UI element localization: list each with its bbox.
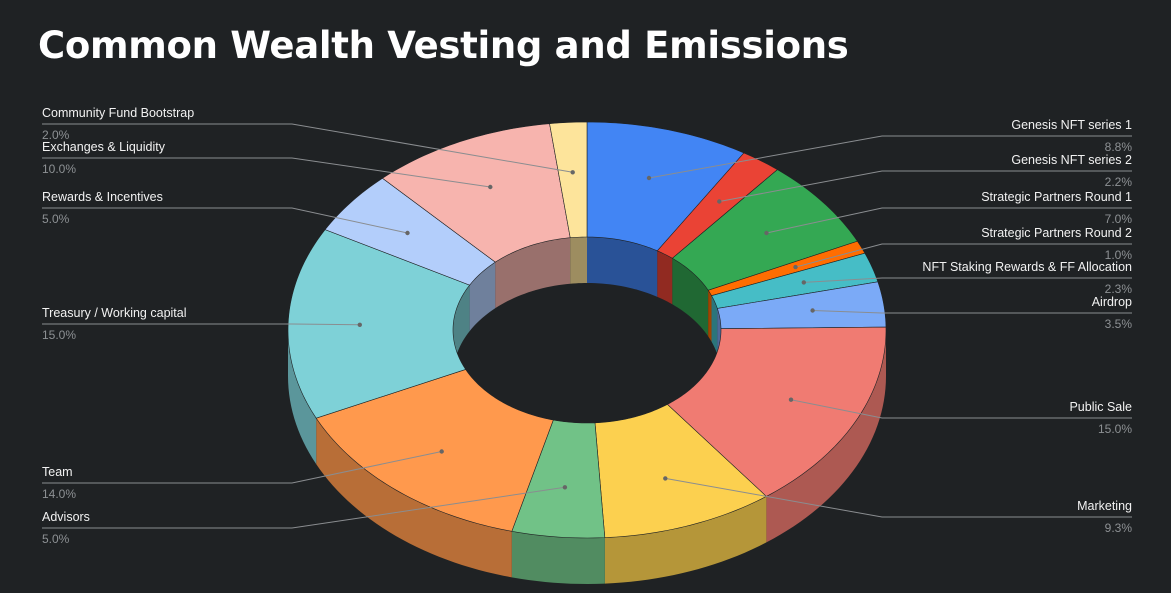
slice-label: Treasury / Working capital [42,306,187,320]
chart-title: Common Wealth Vesting and Emissions [38,24,849,67]
label-group-3: Strategic Partners Round 2 1.0% [793,226,1133,270]
inner-wall-3-0 [708,290,712,342]
leader-line [719,170,1132,202]
inner-wall-11-1 [469,262,496,332]
inner-wall-2-0 [672,258,709,337]
leader-line [42,451,442,484]
slice-label: Community Fund Bootstrap [42,106,194,120]
inner-wall-12-1 [495,237,571,309]
label-group-6: Public Sale 15.0% [788,397,1132,436]
leader-dot [405,230,410,236]
label-group-12: Exchanges & Liquidity 10.0% [42,140,493,190]
side-wall-9 [316,418,512,578]
slice-percent: 14.0% [42,487,76,501]
inner-wall-1-0 [657,250,673,305]
slice-percent: 7.0% [1105,212,1133,226]
leader-dot [788,397,794,402]
slice-label: Airdrop [1092,295,1132,309]
inner-wall-13-1 [570,237,587,284]
leader-line [812,310,1132,314]
slice-label: Exchanges & Liquidity [42,140,166,154]
leader-line [790,399,1132,419]
slice-percent: 5.0% [42,212,70,226]
leader-dot [439,449,444,454]
leader-line [42,207,408,234]
leader-dot [764,230,769,236]
leader-dot [663,476,668,481]
slice-label: Strategic Partners Round 2 [981,226,1132,240]
side-wall-6 [766,330,886,543]
slice-percent: 2.2% [1105,175,1133,189]
label-group-13: Community Fund Bootstrap 2.0% [42,106,575,175]
slice-label: Public Sale [1069,400,1132,414]
slice-percent: 10.0% [42,162,76,176]
leader-dot [717,199,722,204]
leader-dot [570,170,575,175]
label-group-10: Treasury / Working capital 15.0% [42,306,362,342]
label-group-9: Team 14.0% [42,449,444,501]
slice-label: Team [42,465,73,479]
donut-top-faces [287,121,887,539]
leader-dot [810,308,815,313]
leader-line [42,486,565,529]
side-wall-10 [288,330,317,465]
leader-dot [646,175,652,181]
slice-label: Marketing [1077,499,1132,513]
donut-side-walls [288,330,886,584]
leader-dot [801,280,806,285]
inner-wall-4-0 [711,295,718,355]
slice-labels: Genesis NFT series 1 8.8%Genesis NFT seri… [42,106,1132,546]
leader-line [766,207,1132,234]
slice-percent: 1.0% [1105,248,1133,262]
slice-percent: 3.5% [1105,317,1133,331]
slice-label: Genesis NFT series 1 [1011,118,1132,132]
slice-label: Strategic Partners Round 1 [981,190,1132,204]
slice-community-fund-bootstrap [549,121,588,239]
leader-line [42,123,573,173]
slice-percent: 2.3% [1105,282,1133,296]
slice-percent: 15.0% [1098,422,1132,436]
slice-percent: 8.8% [1105,140,1133,154]
label-group-11: Rewards & Incentives 5.0% [42,190,410,236]
label-group-7: Marketing 9.3% [663,476,1132,535]
slice-label: Rewards & Incentives [42,190,163,204]
slice-percent: 5.0% [42,532,70,546]
side-wall-8 [511,531,605,584]
label-group-8: Advisors 5.0% [42,485,568,546]
leader-line [665,477,1132,518]
label-group-1: Genesis NFT series 2 2.2% [717,153,1132,204]
slice-label: Advisors [42,510,90,524]
donut-inner-walls [453,237,721,376]
slice-label: Genesis NFT series 2 [1011,153,1132,167]
label-group-4: NFT Staking Rewards & FF Allocation 2.3% [801,260,1133,296]
slice-percent: 9.3% [1105,521,1133,535]
leader-line [795,243,1132,268]
slice-label: NFT Staking Rewards & FF Allocation [922,260,1132,274]
leader-line [42,323,360,326]
leader-dot [793,264,798,270]
label-group-5: Airdrop 3.5% [810,295,1132,331]
leader-dot [488,184,493,190]
slice-percent: 15.0% [42,328,76,342]
leader-dot [357,322,362,327]
leader-line [648,135,1132,179]
inner-wall-0-0 [587,237,658,297]
label-group-0: Genesis NFT series 1 8.8% [646,118,1133,181]
leader-dot [562,485,568,490]
leader-line [803,277,1132,283]
label-group-2: Strategic Partners Round 1 7.0% [764,190,1133,236]
leader-line [42,157,491,188]
slice-percent: 2.0% [42,128,70,142]
side-wall-7 [604,496,767,584]
